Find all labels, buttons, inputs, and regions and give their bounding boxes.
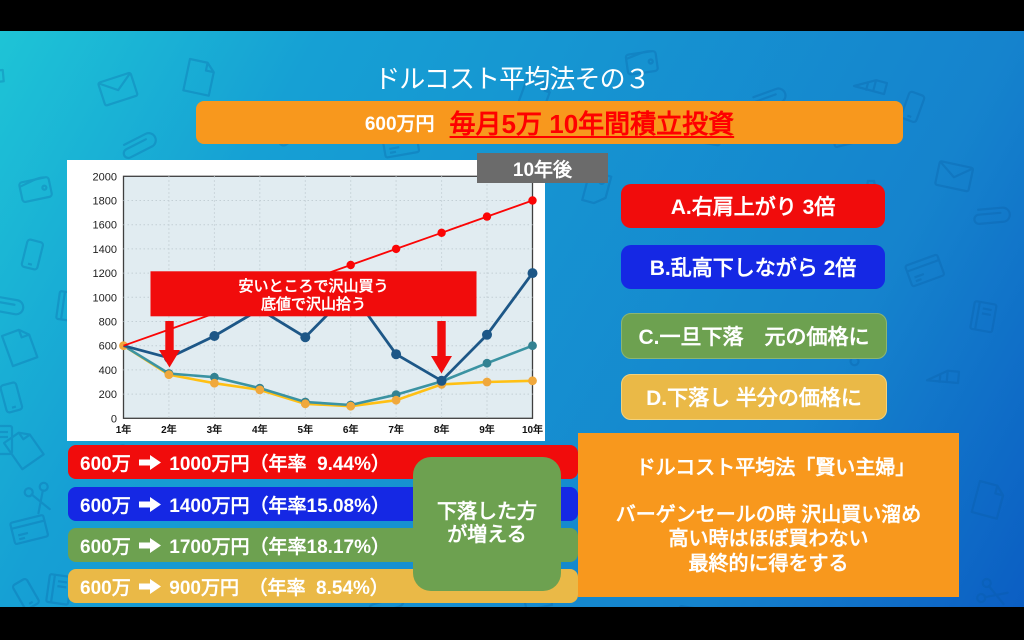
svg-text:7年: 7年: [388, 423, 404, 436]
svg-text:400: 400: [99, 365, 117, 377]
svg-text:600: 600: [99, 341, 117, 353]
svg-text:4年: 4年: [252, 423, 268, 436]
svg-text:2000: 2000: [93, 171, 117, 183]
svg-text:5年: 5年: [298, 423, 314, 436]
svg-text:0: 0: [111, 413, 117, 425]
svg-text:2年: 2年: [161, 423, 177, 436]
svg-text:1600: 1600: [93, 220, 117, 232]
svg-text:800: 800: [99, 317, 117, 329]
svg-text:9年: 9年: [479, 423, 495, 436]
svg-text:1000: 1000: [93, 292, 117, 304]
svg-text:1800: 1800: [93, 196, 117, 208]
svg-text:200: 200: [99, 389, 117, 401]
svg-text:安いところで沢山買う: 安いところで沢山買う: [238, 277, 388, 295]
svg-text:3年: 3年: [207, 423, 223, 436]
svg-text:底値で沢山拾う: 底値で沢山拾う: [261, 295, 366, 313]
svg-text:1400: 1400: [93, 244, 117, 256]
svg-text:8年: 8年: [434, 423, 450, 436]
svg-text:6年: 6年: [343, 423, 359, 436]
svg-text:10年: 10年: [522, 423, 543, 436]
svg-text:1200: 1200: [93, 268, 117, 280]
svg-text:1年: 1年: [116, 423, 132, 436]
